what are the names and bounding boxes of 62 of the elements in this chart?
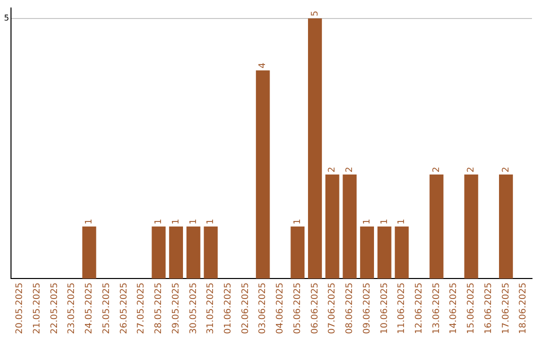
data-label: 1 xyxy=(362,218,372,224)
data-label: 1 xyxy=(84,218,95,224)
bar xyxy=(290,226,305,278)
bar xyxy=(377,226,392,278)
data-label: 1 xyxy=(397,218,408,224)
x-tick-label: 09.06.2025 xyxy=(362,282,372,334)
x-tick-label: 06.06.2025 xyxy=(310,282,320,334)
data-label: 1 xyxy=(188,218,199,224)
x-tick-label: 17.06.2025 xyxy=(501,282,512,334)
x-tick-label: 28.05.2025 xyxy=(154,282,164,334)
bar xyxy=(430,174,444,278)
x-tick-label: 05.06.2025 xyxy=(292,282,303,334)
bar xyxy=(342,174,357,278)
x-tick-label: 10.06.2025 xyxy=(380,282,390,334)
x-tick-label: 01.06.2025 xyxy=(223,282,234,334)
x-tick-label: 23.05.2025 xyxy=(67,282,78,334)
x-tick-label: 15.06.2025 xyxy=(466,282,477,334)
x-tick-label: 31.05.2025 xyxy=(206,282,216,334)
x-tick-label: 03.06.2025 xyxy=(258,282,268,334)
bar xyxy=(325,174,340,278)
bar xyxy=(499,174,513,278)
data-label: 5 xyxy=(310,10,320,16)
bar xyxy=(82,226,96,278)
data-label: 2 xyxy=(466,166,477,172)
data-label: 1 xyxy=(380,218,390,224)
x-tick-label: 12.06.2025 xyxy=(414,282,424,334)
x-tick-label: 08.06.2025 xyxy=(345,282,356,334)
bar xyxy=(186,226,200,278)
data-label: 4 xyxy=(258,62,268,68)
x-tick-label: 27.05.2025 xyxy=(136,282,147,334)
data-label: 2 xyxy=(501,166,512,172)
bar xyxy=(169,226,183,278)
bar xyxy=(152,226,166,278)
x-tick-label: 20.05.2025 xyxy=(15,282,26,334)
x-tick-label: 30.05.2025 xyxy=(188,282,199,334)
data-label: 1 xyxy=(154,218,164,224)
x-tick-label: 18.06.2025 xyxy=(518,282,529,334)
x-tick-label: 16.06.2025 xyxy=(484,282,494,334)
x-tick-label: 02.06.2025 xyxy=(240,282,251,334)
data-label: 1 xyxy=(171,218,182,224)
x-tick-label: 14.06.2025 xyxy=(449,282,460,334)
x-tick-label: 24.05.2025 xyxy=(84,282,95,334)
data-label: 2 xyxy=(328,166,338,172)
data-label: 1 xyxy=(206,218,216,224)
bar xyxy=(464,174,478,278)
bar xyxy=(308,18,322,278)
data-label: 1 xyxy=(292,218,303,224)
x-tick-label: 29.05.2025 xyxy=(171,282,182,334)
bar xyxy=(394,226,409,278)
x-tick-label: 11.06.2025 xyxy=(397,282,408,334)
data-label: 2 xyxy=(432,166,442,172)
x-tick-label: 26.05.2025 xyxy=(119,282,130,334)
x-tick-label: 07.06.2025 xyxy=(328,282,338,334)
data-label: 2 xyxy=(345,166,356,172)
bar xyxy=(256,70,270,278)
bar xyxy=(360,226,374,278)
x-tick-label: 04.06.2025 xyxy=(276,282,286,334)
bar xyxy=(204,226,218,278)
x-tick-label: 13.06.2025 xyxy=(432,282,442,334)
x-tick-label: 25.05.2025 xyxy=(102,282,112,334)
x-tick-label: 22.05.2025 xyxy=(50,282,60,334)
x-tick-label: 21.05.2025 xyxy=(32,282,42,334)
